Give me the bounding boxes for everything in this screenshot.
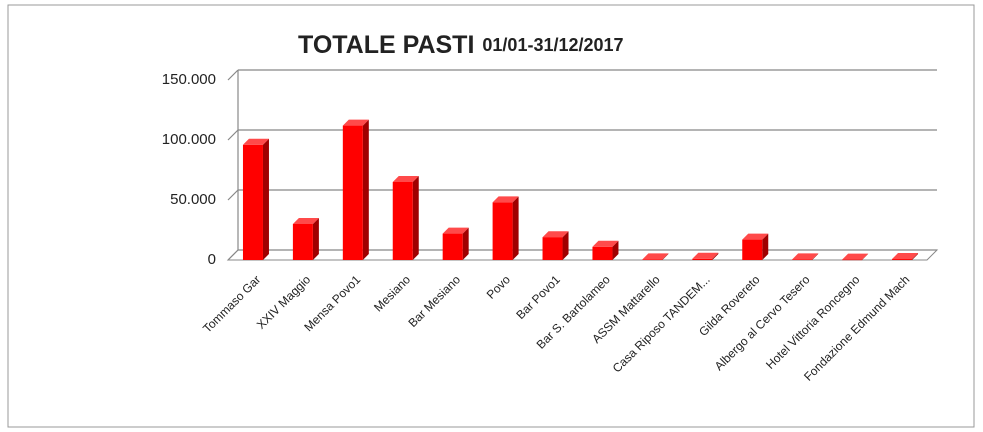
bar-top — [442, 227, 469, 234]
bar-top — [792, 253, 819, 260]
bar-side — [762, 233, 769, 260]
bar-front — [842, 259, 863, 261]
bar — [742, 233, 769, 260]
bar-side — [812, 253, 819, 260]
bar-top — [542, 231, 569, 238]
bar-side — [862, 253, 869, 260]
grid-side — [227, 189, 239, 201]
bar-side — [412, 176, 419, 260]
bar-front — [242, 144, 263, 260]
bar-front — [742, 239, 763, 260]
bar-front — [392, 182, 413, 260]
bar-front — [892, 259, 913, 260]
bar-front — [442, 233, 463, 260]
bar-front — [592, 246, 613, 260]
y-tick-label: 150.000 — [162, 71, 216, 88]
bar-top — [742, 233, 769, 240]
bar-front — [642, 259, 663, 260]
bar-front — [792, 259, 813, 260]
bar — [292, 218, 319, 260]
bar-side — [562, 231, 569, 260]
chart-frame — [7, 4, 975, 428]
bar — [492, 196, 519, 260]
bar-top — [892, 253, 919, 260]
bar-top — [242, 138, 269, 145]
bar-top — [492, 196, 519, 203]
bar-front — [292, 224, 313, 260]
title: TOTALE PASTI — [298, 31, 474, 59]
bar — [542, 231, 569, 260]
bar-front — [542, 237, 563, 260]
bar-side — [462, 227, 469, 260]
bar-side — [712, 252, 719, 260]
y-tick-label: 0 — [208, 251, 216, 268]
bar-side — [262, 138, 269, 260]
bar — [442, 227, 469, 260]
bar-side — [312, 218, 319, 260]
chart-title: TOTALE PASTI 01/01-31/12/2017 — [298, 31, 624, 59]
bar-front — [492, 202, 513, 260]
bar — [342, 119, 369, 260]
bar-top — [692, 252, 719, 259]
bar-top — [292, 218, 319, 224]
bar — [392, 176, 419, 260]
bar — [592, 240, 619, 260]
y-tick-label: 100.000 — [162, 131, 216, 148]
bar-side — [362, 119, 369, 260]
grid-side — [227, 129, 239, 141]
bar — [892, 253, 919, 260]
bar — [842, 253, 869, 261]
bar-top — [842, 253, 869, 260]
bar-side — [512, 196, 519, 260]
bar — [242, 138, 269, 260]
bar-side — [612, 240, 619, 260]
bar-top — [392, 176, 419, 182]
grid-side — [227, 249, 239, 261]
bar — [642, 253, 669, 260]
grid-side — [227, 69, 239, 81]
bar-top — [342, 119, 369, 126]
grid-line — [227, 69, 937, 81]
bar-side — [912, 253, 919, 260]
subtitle: 01/01-31/12/2017 — [482, 35, 623, 55]
bar-front — [692, 258, 713, 260]
bar-front — [342, 125, 363, 260]
bar — [792, 253, 819, 260]
bar-side — [662, 253, 669, 260]
y-tick-label: 50.000 — [170, 191, 216, 208]
bar-top — [642, 253, 669, 260]
bar-top — [592, 240, 619, 247]
bar — [692, 252, 719, 260]
